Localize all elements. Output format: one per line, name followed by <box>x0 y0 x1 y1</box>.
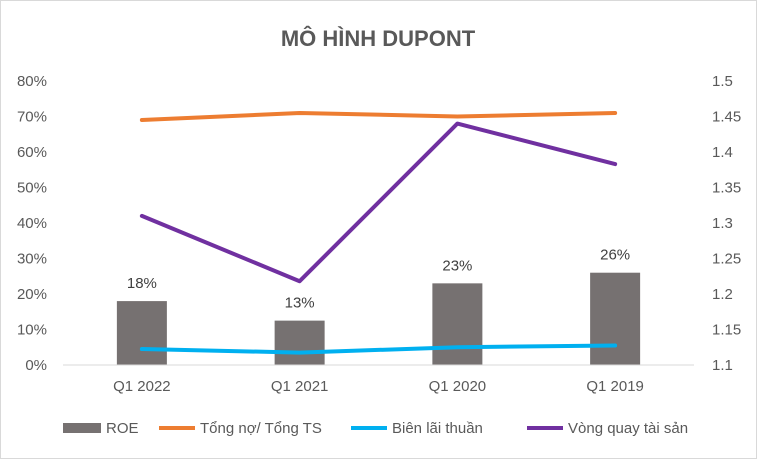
roe-data-label: 26% <box>600 247 630 264</box>
right-axis-tick: 1.45 <box>712 109 741 126</box>
left-axis-tick: 40% <box>17 215 47 232</box>
right-axis-tick: 1.15 <box>712 322 741 339</box>
series-line-3 <box>139 121 618 284</box>
left-axis-tick: 70% <box>17 109 47 126</box>
roe-bar <box>590 272 641 365</box>
left-axis-tick: 80% <box>17 73 47 90</box>
roe-data-label: 23% <box>442 257 472 274</box>
left-axis-tick: 60% <box>17 144 47 161</box>
roe-data-label: 18% <box>127 275 157 292</box>
series-line-1 <box>139 110 618 123</box>
right-axis-tick: 1.4 <box>712 144 733 161</box>
line-layer <box>139 110 618 355</box>
legend-swatch-bar <box>63 423 101 433</box>
x-axis-tick: Q1 2022 <box>113 378 171 395</box>
right-axis-tick: 1.1 <box>712 357 733 374</box>
x-axis-tick: Q1 2019 <box>586 378 644 395</box>
bar-layer <box>116 272 641 365</box>
right-axis-tick: 1.25 <box>712 251 741 268</box>
x-axis-tick: Q1 2020 <box>429 378 487 395</box>
left-axis-tick: 30% <box>17 251 47 268</box>
data-labels: 18% 13% 23% 26% <box>127 247 630 312</box>
legend-label: Tổng nợ/ Tổng TS <box>200 420 322 437</box>
legend-label: ROE <box>106 420 139 437</box>
left-axis-tick: 20% <box>17 286 47 303</box>
chart-title: MÔ HÌNH DUPONT <box>281 26 476 51</box>
series-line-2 <box>139 343 618 355</box>
roe-data-label: 13% <box>285 295 315 312</box>
x-axis-tick: Q1 2021 <box>271 378 329 395</box>
left-axis-tick: 10% <box>17 322 47 339</box>
roe-bar <box>116 301 167 365</box>
right-axis: 1.1 1.15 1.2 1.25 1.3 1.35 1.4 1.45 1.5 <box>712 73 741 374</box>
right-axis-tick: 1.35 <box>712 180 741 197</box>
roe-bar <box>274 320 325 365</box>
legend-label: Biên lãi thuần <box>392 420 483 437</box>
right-axis-tick: 1.2 <box>712 286 733 303</box>
x-axis: Q1 2022 Q1 2021 Q1 2020 Q1 2019 <box>113 378 644 395</box>
left-axis: 0% 10% 20% 30% 40% 50% 60% 70% 80% <box>17 73 47 374</box>
right-axis-tick: 1.5 <box>712 73 733 90</box>
legend-label: Vòng quay tài sản <box>568 420 688 437</box>
legend: ROE Tổng nợ/ Tổng TS Biên lãi thuần Vòng qu… <box>63 420 688 437</box>
right-axis-tick: 1.3 <box>712 215 733 232</box>
left-axis-tick: 0% <box>25 357 47 374</box>
left-axis-tick: 50% <box>17 180 47 197</box>
roe-bar <box>432 283 483 365</box>
